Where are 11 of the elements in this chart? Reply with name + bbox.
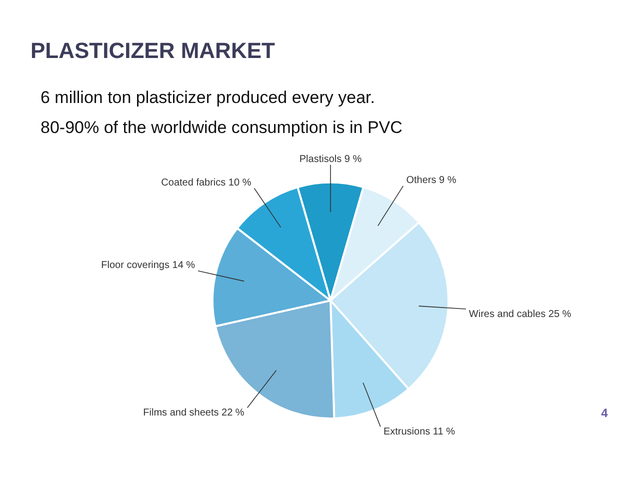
slice-label: Films and sheets 22 % [143,408,244,419]
chart-title: PLASTICIZER MARKET [30,38,276,63]
slice-label: Coated fabrics 10 % [161,177,252,188]
slice-label: Floor coverings 14 % [101,260,196,271]
text: 80-90% of the worldwide consumption is in PVC [40,118,402,137]
slice-label: Extrusions 11 % [383,426,456,438]
text: 6 million ton plasticizer produced every year. [40,88,375,107]
slice-label: Others 9 % [406,174,456,186]
slice-label: Wires and cables 25 % [468,309,572,320]
text: 4 [601,406,608,420]
slice-label: Plastisols 9 % [299,154,362,165]
